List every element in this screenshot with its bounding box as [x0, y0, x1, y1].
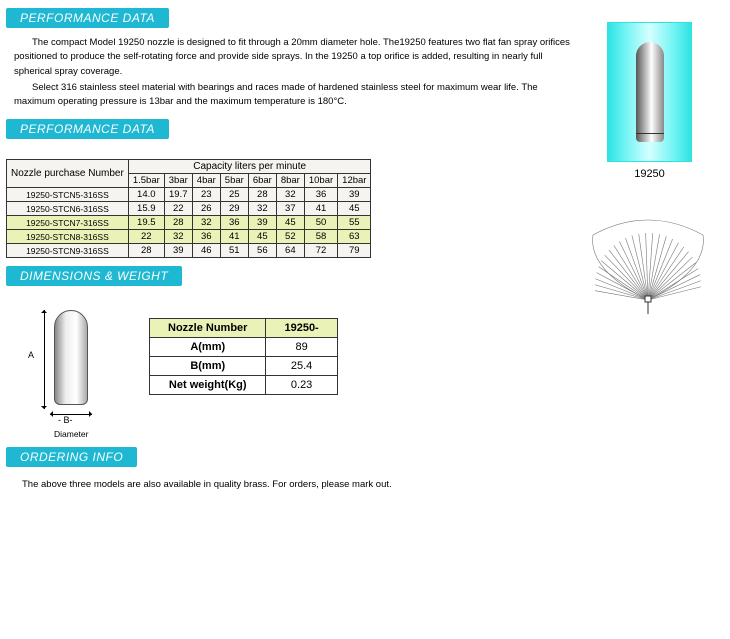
capacity-cell-4-3: 51 [220, 244, 248, 258]
capacity-spanheader: Capacity liters per minute [128, 160, 371, 174]
capacity-cell-0-2: 23 [192, 188, 220, 202]
capacity-rowheader: Nozzle purchase Number [7, 160, 129, 188]
capacity-cell-1-6: 41 [304, 202, 337, 216]
capacity-cell-3-2: 36 [192, 230, 220, 244]
capacity-cell-4-5: 64 [276, 244, 304, 258]
capacity-cell-4-4: 56 [248, 244, 276, 258]
capacity-cell-1-3: 29 [220, 202, 248, 216]
capacity-cell-3-0: 22 [128, 230, 164, 244]
capacity-cell-3-3: 41 [220, 230, 248, 244]
capacity-cell-1-4: 32 [248, 202, 276, 216]
dim-row-value-1: 25.4 [266, 357, 337, 376]
capacity-pressure-3: 5bar [220, 174, 248, 188]
capacity-pressure-0: 1.5bar [128, 174, 164, 188]
ordering-note: The above three models are also availabl… [22, 479, 730, 490]
description-p2: Select 316 stainless steel material with… [14, 81, 580, 110]
capacity-pressure-7: 12bar [338, 174, 371, 188]
capacity-cell-2-1: 28 [164, 216, 192, 230]
capacity-cell-1-2: 26 [192, 202, 220, 216]
capacity-pressure-2: 4bar [192, 174, 220, 188]
dimension-drawing: A - B- Diameter [14, 304, 119, 439]
dim-header-left: Nozzle Number [150, 319, 266, 338]
capacity-cell-2-6: 50 [304, 216, 337, 230]
capacity-cell-4-2: 46 [192, 244, 220, 258]
capacity-cell-2-3: 36 [220, 216, 248, 230]
capacity-pressure-1: 3bar [164, 174, 192, 188]
capacity-row-num-3: 19250-STCN8-316SS [7, 230, 129, 244]
nozzle-shape [636, 42, 664, 142]
description-block: The compact Model 19250 nozzle is design… [0, 36, 590, 109]
capacity-cell-3-7: 63 [338, 230, 371, 244]
dim-header-right: 19250- [266, 319, 337, 338]
product-image-block: 19250 [597, 22, 702, 180]
capacity-row-num-0: 19250-STCN5-316SS [7, 188, 129, 202]
section-performance-2: PERFORMANCE DATA [6, 119, 169, 139]
capacity-cell-3-6: 58 [304, 230, 337, 244]
capacity-cell-2-4: 39 [248, 216, 276, 230]
capacity-cell-4-1: 39 [164, 244, 192, 258]
dimensions-table: Nozzle Number 19250- A(mm)89B(mm)25.4Net… [149, 318, 338, 395]
capacity-cell-0-1: 19.7 [164, 188, 192, 202]
capacity-cell-0-3: 25 [220, 188, 248, 202]
dim-row-label-0: A(mm) [150, 338, 266, 357]
description-p1: The compact Model 19250 nozzle is design… [14, 36, 580, 79]
capacity-cell-3-4: 45 [248, 230, 276, 244]
capacity-cell-0-6: 36 [304, 188, 337, 202]
capacity-cell-0-4: 28 [248, 188, 276, 202]
capacity-row-num-2: 19250-STCN7-316SS [7, 216, 129, 230]
dim-row-label-2: Net weight(Kg) [150, 376, 266, 395]
capacity-row-num-4: 19250-STCN9-316SS [7, 244, 129, 258]
capacity-cell-4-7: 79 [338, 244, 371, 258]
nozzle-photo [607, 22, 692, 162]
dimensions-area: A - B- Diameter Nozzle Number 19250- A(m… [14, 304, 730, 439]
spray-pattern-diagram [578, 210, 718, 320]
section-performance-1: PERFORMANCE DATA [6, 8, 169, 28]
section-ordering: ORDERING INFO [6, 447, 137, 467]
capacity-cell-2-5: 45 [276, 216, 304, 230]
section-dimensions: DIMENSIONS & WEIGHT [6, 266, 182, 286]
dim-label-diameter: Diameter [54, 429, 88, 439]
capacity-cell-1-5: 37 [276, 202, 304, 216]
capacity-cell-4-0: 28 [128, 244, 164, 258]
capacity-cell-0-0: 14.0 [128, 188, 164, 202]
capacity-table: Nozzle purchase Number Capacity liters p… [6, 159, 371, 258]
capacity-cell-3-5: 52 [276, 230, 304, 244]
capacity-cell-2-0: 19.5 [128, 216, 164, 230]
capacity-cell-1-7: 45 [338, 202, 371, 216]
capacity-cell-2-2: 32 [192, 216, 220, 230]
capacity-row-num-1: 19250-STCN6-316SS [7, 202, 129, 216]
dim-row-label-1: B(mm) [150, 357, 266, 376]
capacity-cell-4-6: 72 [304, 244, 337, 258]
dim-row-value-2: 0.23 [266, 376, 337, 395]
capacity-pressure-6: 10bar [304, 174, 337, 188]
dim-label-A: A [28, 350, 34, 360]
dim-label-B: - B- [58, 415, 73, 425]
capacity-cell-3-1: 32 [164, 230, 192, 244]
capacity-cell-0-5: 32 [276, 188, 304, 202]
capacity-cell-0-7: 39 [338, 188, 371, 202]
capacity-cell-1-1: 22 [164, 202, 192, 216]
capacity-pressure-4: 6bar [248, 174, 276, 188]
capacity-cell-2-7: 55 [338, 216, 371, 230]
capacity-pressure-5: 8bar [276, 174, 304, 188]
capacity-cell-1-0: 15.9 [128, 202, 164, 216]
dim-row-value-0: 89 [266, 338, 337, 357]
model-label: 19250 [597, 168, 702, 180]
